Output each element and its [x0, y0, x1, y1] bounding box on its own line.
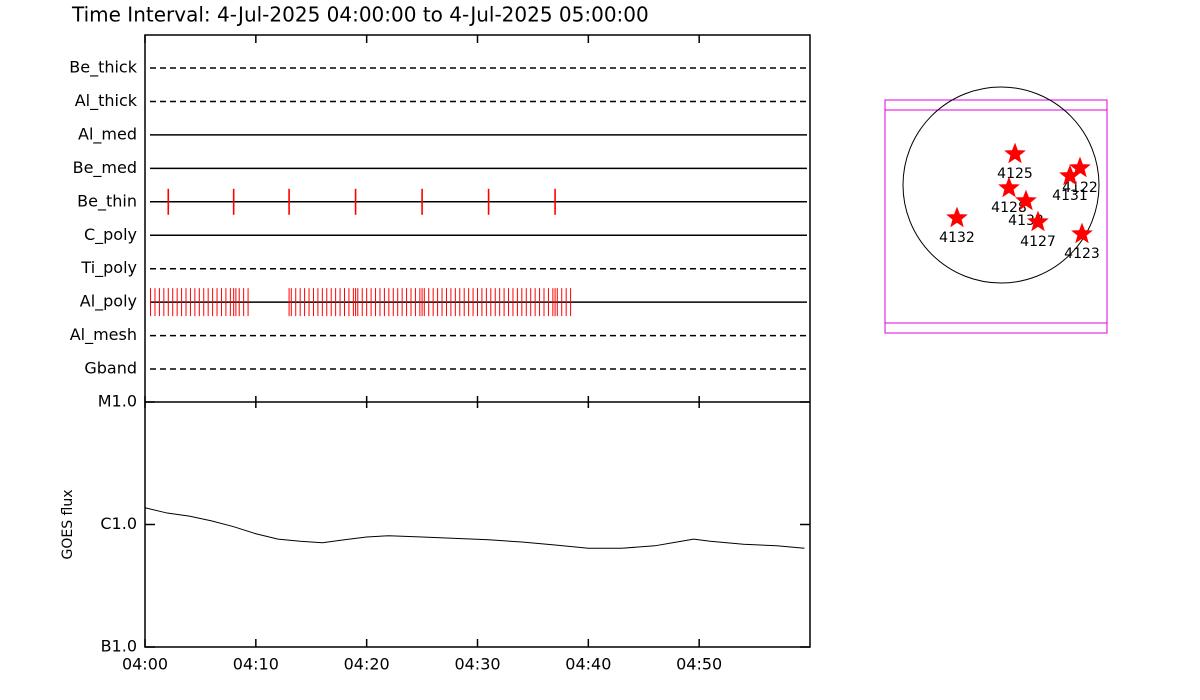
- y-axis-label: GOES flux: [60, 489, 76, 559]
- region-star: [1004, 142, 1026, 164]
- region-star: [1069, 156, 1091, 178]
- sun-map: [884, 86, 1108, 334]
- x-tick-label: 04:50: [676, 655, 722, 674]
- region-star: [946, 206, 968, 228]
- region-label: 4123: [1064, 246, 1100, 262]
- x-tick-label: 04:10: [233, 655, 279, 674]
- fov-box: [884, 99, 1108, 334]
- region-star: [1027, 210, 1049, 232]
- row-label: Gband: [84, 359, 137, 378]
- row-label: Ti_poly: [80, 258, 137, 278]
- region-label: 4128: [991, 200, 1027, 216]
- y-tick-label: C1.0: [100, 514, 137, 533]
- region-star: [1059, 164, 1081, 186]
- region-star: [1071, 222, 1093, 244]
- x-tick-label: 04:30: [454, 655, 500, 674]
- y-tick-label: M1.0: [98, 392, 137, 411]
- region-star: [1015, 189, 1037, 211]
- row-label: C_poly: [84, 225, 137, 245]
- title: Time Interval: 4-Jul-2025 04:00:00 to 4-…: [71, 3, 649, 27]
- row-label: Al_poly: [80, 292, 137, 312]
- y-tick-label: B1.0: [101, 637, 137, 656]
- row-label: Be_med: [73, 158, 137, 178]
- solar-limb: [902, 86, 1100, 284]
- x-tick-label: 04:40: [565, 655, 611, 674]
- row-label: Al_thick: [75, 91, 138, 111]
- goes-line: [144, 507, 805, 549]
- row-label: Al_med: [78, 124, 137, 144]
- region-label: 4132: [939, 230, 975, 246]
- region-star: [998, 176, 1020, 198]
- region-label: 4125: [997, 166, 1033, 182]
- row-label: Be_thin: [77, 191, 137, 211]
- region-label: 4131: [1052, 188, 1088, 204]
- x-tick-label: 04:20: [344, 655, 390, 674]
- region-label: 4127: [1020, 234, 1056, 250]
- region-label: 4122: [1062, 180, 1098, 196]
- plot-frame: [144, 34, 811, 648]
- row-label: Al_mesh: [70, 325, 137, 345]
- row-label: Be_thick: [69, 58, 137, 78]
- x-tick-label: 04:00: [122, 655, 168, 674]
